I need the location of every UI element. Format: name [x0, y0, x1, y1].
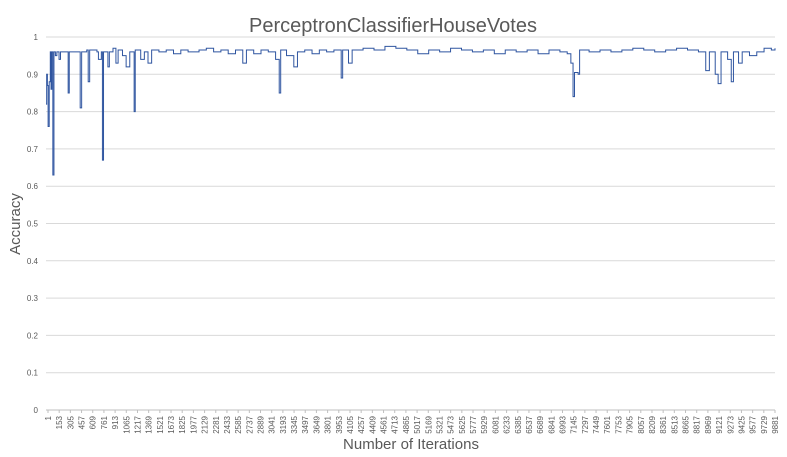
- y-tick-label: 0.4: [27, 257, 39, 266]
- x-tick-label: 4257: [357, 415, 366, 433]
- x-tick-label: 7145: [570, 415, 579, 433]
- x-tick-label: 1673: [167, 415, 176, 433]
- x-tick-label: 1825: [178, 415, 187, 433]
- x-tick-label: 6841: [547, 415, 556, 433]
- y-tick-label: 1: [34, 33, 39, 42]
- x-tick-label: 2737: [245, 415, 254, 433]
- y-tick-label: 0.5: [27, 220, 39, 229]
- x-tick-label: 1521: [156, 415, 165, 433]
- x-tick-label: 5321: [435, 415, 444, 433]
- x-tick-label: 9273: [726, 415, 735, 433]
- x-axis-ticks: 1 153 305 457 609 761 913 1065 1217 1369 1521 1673 1…: [44, 410, 780, 434]
- x-tick-label: 8665: [682, 415, 691, 433]
- x-tick-label: 8513: [670, 415, 679, 433]
- x-tick-label: 9121: [715, 415, 724, 433]
- x-tick-label: 5473: [447, 415, 456, 433]
- x-tick-label: 8209: [648, 415, 657, 433]
- series-layer: [46, 45, 776, 176]
- y-tick-label: 0.7: [27, 145, 39, 154]
- x-tick-label: 6689: [536, 415, 545, 433]
- x-tick-label: 4561: [380, 415, 389, 433]
- x-tick-label: 9881: [771, 415, 780, 433]
- x-tick-label: 3953: [335, 415, 344, 433]
- x-tick-label: 9425: [737, 415, 746, 433]
- x-tick-label: 2889: [257, 415, 266, 433]
- x-tick-label: 3345: [290, 415, 299, 433]
- gridlines: [46, 36, 775, 374]
- x-tick-label: 7905: [626, 415, 635, 433]
- y-tick-label: 0.8: [27, 108, 39, 117]
- x-tick-label: 8057: [637, 415, 646, 433]
- x-tick-label: 7297: [581, 415, 590, 433]
- y-tick-label: 0: [34, 406, 39, 415]
- x-tick-label: 1065: [122, 415, 131, 433]
- x-tick-label: 9729: [760, 415, 769, 433]
- y-tick-label: 0.6: [27, 182, 39, 191]
- y-tick-label: 0.1: [27, 369, 39, 378]
- x-tick-label: 7753: [614, 415, 623, 433]
- x-tick-label: 8817: [693, 415, 702, 433]
- x-tick-label: 3497: [301, 415, 310, 433]
- x-tick-label: 153: [55, 415, 64, 429]
- chart-title: PerceptronClassifierHouseVotes: [249, 15, 537, 37]
- x-tick-label: 3193: [279, 415, 288, 433]
- x-tick-label: 8361: [659, 415, 668, 433]
- x-tick-label: 2585: [234, 415, 243, 433]
- x-tick-label: 6537: [525, 415, 534, 433]
- y-tick-label: 0.3: [27, 294, 39, 303]
- x-tick-label: 5625: [458, 415, 467, 433]
- x-tick-label: 5777: [469, 415, 478, 433]
- x-tick-label: 4409: [368, 415, 377, 433]
- accuracy-series-line: [46, 45, 776, 176]
- x-tick-label: 2433: [223, 415, 232, 433]
- x-tick-label: 1217: [133, 415, 142, 433]
- x-tick-label: 6081: [491, 415, 500, 433]
- x-tick-label: 6233: [503, 415, 512, 433]
- y-tick-label: 0.2: [27, 331, 39, 340]
- y-axis-ticks: 0 0.1 0.2 0.3 0.4 0.5 0.6 0.7 0.8 0.9 1: [27, 33, 39, 415]
- x-tick-label: 9577: [749, 415, 758, 433]
- x-tick-label: 2129: [201, 415, 210, 433]
- x-tick-label: 5929: [480, 415, 489, 433]
- x-tick-label: 609: [89, 415, 98, 429]
- x-tick-label: 305: [66, 415, 75, 429]
- x-tick-label: 3649: [312, 415, 321, 433]
- x-tick-label: 1369: [145, 415, 154, 433]
- x-tick-label: 5017: [413, 415, 422, 433]
- x-tick-label: 7601: [603, 415, 612, 433]
- x-tick-label: 3041: [268, 415, 277, 433]
- x-tick-label: 6993: [558, 415, 567, 433]
- x-tick-label: 457: [78, 415, 87, 429]
- x-axis-title: Number of Iterations: [343, 436, 479, 453]
- y-tick-label: 0.9: [27, 70, 39, 79]
- y-axis-title: Accuracy: [7, 193, 24, 255]
- x-tick-label: 4713: [391, 415, 400, 433]
- x-tick-label: 6385: [514, 415, 523, 433]
- x-tick-label: 4865: [402, 415, 411, 433]
- x-tick-label: 913: [111, 415, 120, 429]
- x-tick-label: 1977: [189, 415, 198, 433]
- x-tick-label: 4105: [346, 415, 355, 433]
- x-tick-label: 761: [100, 415, 109, 429]
- x-tick-label: 2281: [212, 415, 221, 433]
- x-tick-label: 8969: [704, 415, 713, 433]
- x-tick-label: 3801: [324, 415, 333, 433]
- x-tick-label: 5169: [424, 415, 433, 433]
- x-tick-label: 7449: [592, 415, 601, 433]
- x-tick-label: 1: [44, 415, 53, 420]
